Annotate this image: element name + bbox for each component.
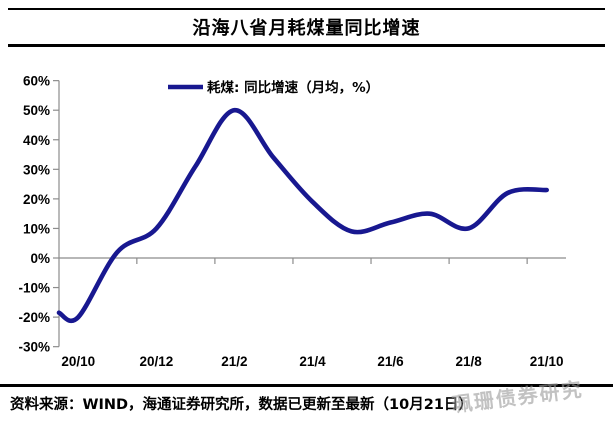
source-note: 资料来源：WIND，海通证券研究所，数据已更新至最新（10月21日） bbox=[10, 397, 473, 413]
x-axis-label: 21/10 bbox=[530, 354, 564, 369]
y-axis-label: -30% bbox=[18, 340, 50, 355]
x-axis-label: 21/6 bbox=[377, 354, 404, 369]
y-axis-label: 50% bbox=[23, 103, 50, 118]
x-axis-label: 21/2 bbox=[221, 354, 247, 369]
chart-title: 沿海八省月耗煤量同比增速 bbox=[192, 18, 421, 39]
x-axis-label: 20/12 bbox=[139, 354, 173, 369]
y-axis-label: 10% bbox=[23, 221, 50, 236]
y-axis-label: 0% bbox=[30, 251, 50, 266]
y-axis-label: 40% bbox=[23, 133, 50, 148]
y-axis-label: 60% bbox=[23, 74, 50, 89]
y-axis-label: -10% bbox=[18, 281, 50, 296]
x-axis-label: 21/8 bbox=[455, 354, 482, 369]
x-axis-label: 21/4 bbox=[299, 354, 326, 369]
coal-growth-series-line bbox=[56, 107, 549, 324]
x-axis-label: 20/10 bbox=[61, 354, 95, 369]
y-axis-label: 30% bbox=[23, 162, 50, 177]
title-bottom-rule bbox=[8, 44, 605, 47]
y-axis-label: 20% bbox=[23, 192, 50, 207]
footer-rule bbox=[0, 384, 613, 387]
title-top-rule bbox=[8, 8, 605, 10]
legend-label: 耗煤: 同比增速（月均，%） bbox=[207, 79, 379, 96]
coal-consumption-line-chart: 60% 50% 40% 30% 20% 10% 0% -10% -20% -30% 20/10 20/… bbox=[18, 74, 566, 369]
y-axis-label: -20% bbox=[18, 310, 50, 325]
